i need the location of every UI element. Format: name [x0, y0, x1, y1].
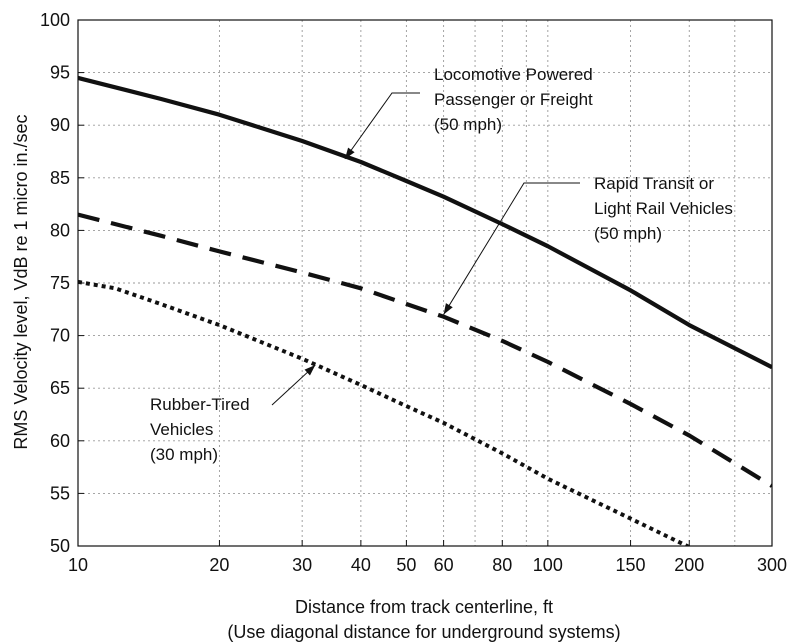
y-tick-label: 50: [50, 536, 70, 556]
x-tick-label: 20: [209, 555, 229, 575]
annotation-layer: Locomotive Powered Passenger or Freight (5…: [150, 65, 733, 464]
annotation-leader: [344, 92, 420, 160]
x-axis-subtitle: (Use diagonal distance for underground s…: [227, 622, 620, 642]
x-tick-label: 10: [68, 555, 88, 575]
y-tick-label: 85: [50, 168, 70, 188]
arrowhead-icon: [304, 365, 316, 376]
annotation-text: Passenger or Freight: [434, 90, 593, 109]
x-tick-label: 50: [396, 555, 416, 575]
annotation-rubber: Rubber-Tired Vehicles (30 mph): [150, 364, 316, 464]
y-axis-title: RMS Velocity level, VdB re 1 micro in./s…: [11, 114, 31, 449]
x-tick-label: 100: [533, 555, 563, 575]
tick-layer: 10 20 30 40 50 60 80 100 150 200 300 50 55 60 65 70 75 80…: [40, 10, 787, 575]
annotation-text: Locomotive Powered: [434, 65, 593, 84]
annotation-text: Rapid Transit or: [594, 174, 714, 193]
series-line-dashed: [78, 212, 772, 488]
x-tick-label: 40: [351, 555, 371, 575]
series-line-dotted: [78, 279, 691, 546]
y-tick-label: 90: [50, 115, 70, 135]
x-tick-label: 80: [492, 555, 512, 575]
arrowhead-icon: [443, 303, 453, 315]
annotation-loco: Locomotive Powered Passenger or Freight (5…: [344, 65, 593, 160]
annotation-text: Rubber-Tired: [150, 395, 250, 414]
x-axis-title: Distance from track centerline, ft: [295, 597, 553, 617]
arrowhead-icon: [344, 147, 355, 159]
y-tick-label: 60: [50, 431, 70, 451]
x-tick-label: 60: [434, 555, 454, 575]
annotation-text: Vehicles: [150, 420, 213, 439]
annotation-text: (50 mph): [434, 115, 502, 134]
grid: [77, 19, 773, 547]
y-tick-label: 65: [50, 378, 70, 398]
x-tick-label: 150: [616, 555, 646, 575]
y-tick-label: 80: [50, 220, 70, 240]
y-tick-label: 95: [50, 63, 70, 83]
annotation-text: (50 mph): [594, 224, 662, 243]
x-tick-label: 300: [757, 555, 787, 575]
y-tick-label: 100: [40, 10, 70, 30]
annotation-text: (30 mph): [150, 445, 218, 464]
y-tick-label: 55: [50, 483, 70, 503]
x-tick-label: 200: [674, 555, 704, 575]
y-tick-label: 75: [50, 273, 70, 293]
y-tick-label: 70: [50, 326, 70, 346]
annotation-rapid: Rapid Transit or Light Rail Vehicles (50 m…: [443, 174, 733, 315]
series-layer: [78, 75, 772, 546]
x-tick-label: 30: [292, 555, 312, 575]
annotation-leader: [443, 182, 580, 315]
annotation-text: Light Rail Vehicles: [594, 199, 733, 218]
series-line-solid: [78, 75, 772, 370]
